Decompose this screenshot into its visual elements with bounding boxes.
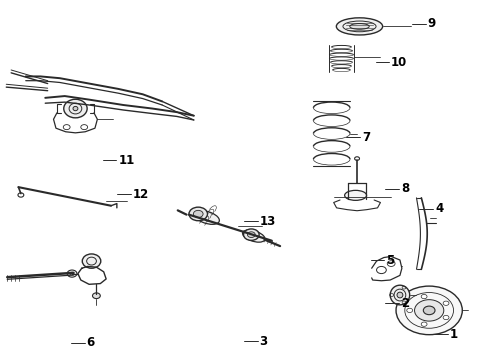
Ellipse shape [189, 207, 207, 221]
Text: 1: 1 [450, 328, 458, 341]
Circle shape [194, 210, 203, 217]
Ellipse shape [64, 99, 87, 118]
Circle shape [93, 293, 100, 298]
Ellipse shape [244, 229, 259, 240]
Text: 13: 13 [260, 215, 276, 228]
Ellipse shape [344, 190, 367, 201]
Text: 3: 3 [260, 335, 268, 348]
Ellipse shape [390, 285, 410, 305]
Ellipse shape [73, 107, 78, 111]
Ellipse shape [82, 254, 101, 268]
Text: 4: 4 [435, 202, 443, 215]
Text: 7: 7 [362, 131, 370, 144]
Circle shape [421, 294, 427, 299]
Text: 2: 2 [401, 297, 409, 310]
Ellipse shape [397, 292, 403, 298]
Text: 12: 12 [133, 188, 149, 201]
Text: 9: 9 [428, 17, 436, 30]
Text: 5: 5 [386, 254, 394, 267]
Text: 8: 8 [401, 183, 409, 195]
Circle shape [67, 270, 77, 277]
Circle shape [407, 308, 413, 312]
Text: 6: 6 [87, 336, 95, 349]
Text: 10: 10 [391, 55, 407, 69]
Ellipse shape [336, 18, 383, 35]
Circle shape [396, 286, 462, 335]
Circle shape [443, 315, 449, 320]
Circle shape [421, 322, 427, 326]
Ellipse shape [195, 211, 220, 224]
Circle shape [443, 301, 449, 305]
Circle shape [63, 125, 70, 130]
Text: 11: 11 [118, 154, 135, 167]
Circle shape [415, 300, 444, 321]
Circle shape [247, 232, 255, 238]
Ellipse shape [243, 230, 265, 242]
Ellipse shape [350, 23, 369, 29]
Circle shape [81, 125, 88, 130]
Circle shape [423, 306, 435, 315]
